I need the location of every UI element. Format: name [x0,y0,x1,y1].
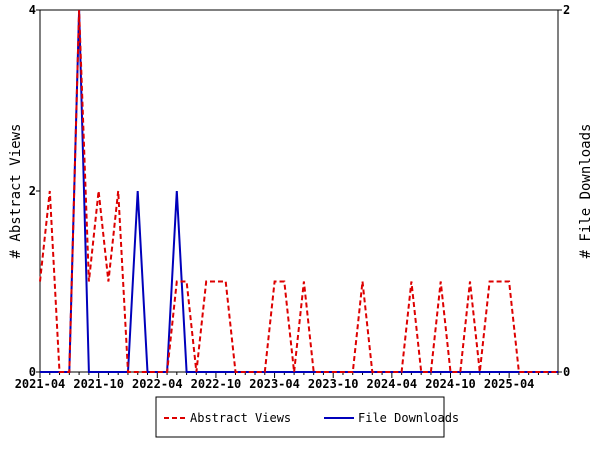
y-tick-label-4: 4 [29,3,36,17]
y-axis-label: # Abstract Views [8,124,24,259]
x-tick-label: 2021-04 [15,377,66,391]
x-tick-label: 2022-04 [132,377,183,391]
x-tick-label: 2025-04 [484,377,535,391]
y2-tick-label-2: 2 [563,3,570,17]
y-tick-label-2: 2 [29,184,36,198]
x-tick-label: 2021-10 [73,377,124,391]
x-tick-label: 2023-04 [249,377,300,391]
legend: Abstract Views File Downloads [156,397,459,437]
legend-label-file-downloads: File Downloads [358,411,459,425]
y2-tick-label-0: 0 [563,365,570,379]
x-tick-label: 2022-10 [191,377,242,391]
series-line-abstract-views [40,10,558,372]
legend-label-abstract-views: Abstract Views [190,411,291,425]
x-tick-label: 2024-04 [367,377,418,391]
x-tick-label: 2023-10 [308,377,359,391]
y2-axis-label: # File Downloads [578,124,594,259]
x-tick-label: 2024-10 [425,377,476,391]
